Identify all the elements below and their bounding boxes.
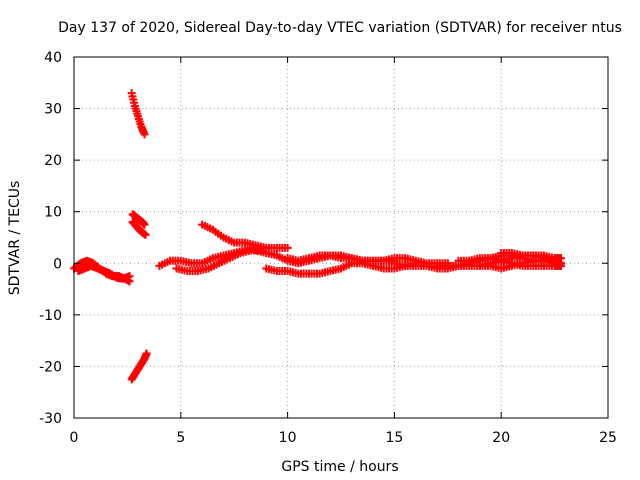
plot-frame [73, 56, 609, 419]
series-arc-6 [127, 349, 151, 384]
data-point [125, 272, 134, 281]
data-point [141, 230, 150, 239]
data-point [142, 349, 151, 358]
series-arc-4 [128, 210, 149, 229]
data-point [557, 254, 566, 263]
grid [74, 57, 608, 418]
series-arc-7 [155, 243, 260, 270]
y-tick-label: -20 [39, 359, 62, 375]
y-tick-label: 0 [53, 256, 62, 272]
y-tick-label: 10 [44, 205, 62, 221]
axis-ticks: 0 5 10 15 20 25 -30 -20 -10 0 10 20 30 40 [39, 50, 617, 446]
y-tick-label: 20 [44, 153, 62, 169]
x-tick-label: 0 [70, 430, 79, 446]
data-points [70, 89, 566, 384]
x-tick-label: 10 [279, 430, 297, 446]
series-arc-5 [128, 218, 150, 239]
x-axis-label: GPS time / hours [281, 459, 398, 475]
series-arc-2 [74, 261, 134, 283]
x-tick-label: 5 [176, 430, 185, 446]
x-tick-label: 20 [492, 430, 510, 446]
y-axis-label: SDTVAR / TECUs [7, 181, 23, 296]
x-tick-label: 25 [599, 430, 617, 446]
y-tick-label: -30 [39, 411, 62, 427]
series-arc-12 [283, 251, 452, 268]
y-tick-label: 40 [44, 50, 62, 66]
x-tick-label: 15 [385, 430, 403, 446]
y-tick-label: -10 [39, 308, 62, 324]
data-point [140, 130, 149, 139]
data-point [283, 243, 292, 252]
series-arc-3 [127, 89, 149, 139]
data-point [557, 261, 566, 270]
y-tick-label: 30 [44, 102, 62, 118]
series-arc-9 [172, 246, 266, 276]
data-point [140, 220, 149, 229]
series-arc-17 [497, 248, 566, 263]
chart-title: Day 137 of 2020, Sidereal Day-to-day VTE… [58, 20, 622, 36]
